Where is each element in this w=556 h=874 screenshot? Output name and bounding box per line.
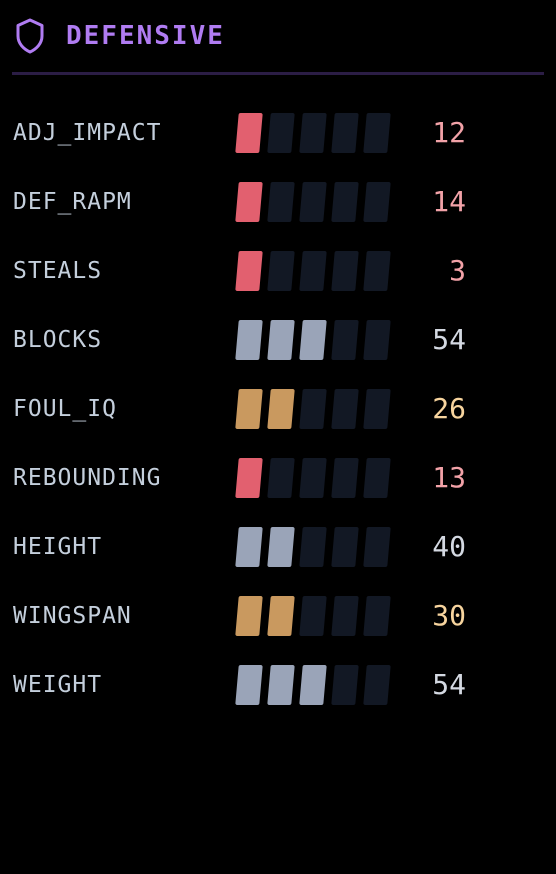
- stat-row-foul-iq: FOUL_IQ 26: [0, 375, 556, 444]
- section-header: DEFENSIVE: [14, 16, 225, 56]
- rating-bar: [235, 458, 397, 498]
- rating-segment: [299, 320, 327, 360]
- rating-segment: [235, 113, 263, 153]
- stat-value: 30: [432, 599, 466, 632]
- stat-row-height: HEIGHT 40: [0, 513, 556, 582]
- rating-segment: [331, 113, 359, 153]
- stat-label: HEIGHT: [13, 534, 103, 560]
- stat-value: 13: [432, 461, 466, 494]
- stat-row-weight: WEIGHT 54: [0, 651, 556, 720]
- stat-value: 26: [432, 392, 466, 425]
- rating-segment: [331, 251, 359, 291]
- rating-segment: [363, 113, 391, 153]
- rating-segment: [299, 596, 327, 636]
- stat-row-rebounding: REBOUNDING 13: [0, 444, 556, 513]
- rating-segment: [267, 320, 295, 360]
- rating-segment: [363, 458, 391, 498]
- rating-segment: [235, 458, 263, 498]
- rating-segment: [331, 389, 359, 429]
- stat-value: 3: [449, 254, 466, 287]
- section-title: DEFENSIVE: [66, 21, 225, 51]
- stat-label: FOUL_IQ: [13, 396, 117, 422]
- rating-segment: [235, 251, 263, 291]
- stat-row-blocks: BLOCKS 54: [0, 306, 556, 375]
- rating-segment: [363, 665, 391, 705]
- rating-segment: [235, 389, 263, 429]
- rating-bar: [235, 596, 397, 636]
- rating-segment: [235, 182, 263, 222]
- rating-segment: [299, 251, 327, 291]
- rating-bar: [235, 665, 397, 705]
- rating-segment: [235, 320, 263, 360]
- stat-label: ADJ_IMPACT: [13, 120, 162, 146]
- stat-row-wingspan: WINGSPAN 30: [0, 582, 556, 651]
- rating-segment: [299, 182, 327, 222]
- rating-bar: [235, 527, 397, 567]
- rating-segment: [363, 320, 391, 360]
- stat-row-steals: STEALS 3: [0, 237, 556, 306]
- rating-segment: [331, 527, 359, 567]
- header-divider: [12, 72, 544, 75]
- rating-segment: [235, 596, 263, 636]
- rating-segment: [363, 182, 391, 222]
- rating-segment: [267, 665, 295, 705]
- rating-segment: [363, 251, 391, 291]
- stat-label: DEF_RAPM: [13, 189, 132, 215]
- rating-bar: [235, 389, 397, 429]
- rating-bar: [235, 320, 397, 360]
- rating-segment: [235, 527, 263, 567]
- rating-segment: [299, 389, 327, 429]
- stat-label: WINGSPAN: [13, 603, 132, 629]
- rating-segment: [299, 113, 327, 153]
- stat-value: 40: [432, 530, 466, 563]
- rating-segment: [299, 527, 327, 567]
- stat-row-adj-impact: ADJ_IMPACT 12: [0, 99, 556, 168]
- stat-value: 54: [432, 668, 466, 701]
- stat-row-def-rapm: DEF_RAPM 14: [0, 168, 556, 237]
- rating-segment: [267, 458, 295, 498]
- rating-segment: [331, 182, 359, 222]
- rating-segment: [267, 113, 295, 153]
- rating-bar: [235, 251, 397, 291]
- stat-label: REBOUNDING: [13, 465, 162, 491]
- rating-segment: [267, 182, 295, 222]
- stat-label: WEIGHT: [13, 672, 103, 698]
- rating-segment: [267, 251, 295, 291]
- shield-icon: [16, 18, 44, 54]
- stat-value: 12: [432, 116, 466, 149]
- rating-segment: [331, 596, 359, 636]
- stat-label: STEALS: [13, 258, 103, 284]
- stat-value: 14: [432, 185, 466, 218]
- rating-segment: [363, 527, 391, 567]
- rating-bar: [235, 113, 397, 153]
- rating-segment: [299, 458, 327, 498]
- rating-segment: [331, 320, 359, 360]
- stat-value: 54: [432, 323, 466, 356]
- stat-label: BLOCKS: [13, 327, 103, 353]
- rating-segment: [299, 665, 327, 705]
- rating-segment: [363, 389, 391, 429]
- rating-segment: [235, 665, 263, 705]
- rating-segment: [267, 527, 295, 567]
- rating-bar: [235, 182, 397, 222]
- rating-segment: [331, 458, 359, 498]
- rating-segment: [363, 596, 391, 636]
- rating-segment: [267, 389, 295, 429]
- rating-segment: [331, 665, 359, 705]
- stat-list: ADJ_IMPACT 12 DEF_RAPM 14 STEALS: [0, 99, 556, 720]
- rating-segment: [267, 596, 295, 636]
